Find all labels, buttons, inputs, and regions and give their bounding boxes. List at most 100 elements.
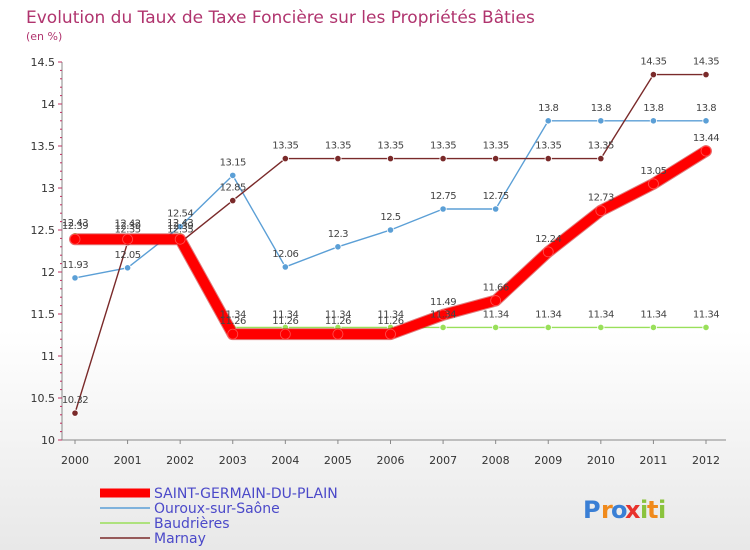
legend-label: Ouroux-sur-Saône xyxy=(154,501,280,517)
data-label: 14.35 xyxy=(640,57,666,68)
data-point xyxy=(649,323,658,332)
logo-letter: P xyxy=(583,496,601,524)
data-label: 11.93 xyxy=(62,260,88,271)
logo-letter: o xyxy=(611,496,628,524)
legend-label: SAINT-GERMAIN-DU-PLAIN xyxy=(154,486,338,502)
data-point xyxy=(332,328,344,340)
series-1 xyxy=(71,117,710,282)
data-label: 11.34 xyxy=(640,309,666,320)
data-point xyxy=(334,243,342,251)
data-label: 12.85 xyxy=(220,183,246,194)
data-label: 11.49 xyxy=(430,297,456,308)
chart-title: Evolution du Taux de Taxe Foncière sur l… xyxy=(26,8,535,28)
data-point xyxy=(544,323,552,332)
data-labels: 12.39 12.39 12.39 11.26 11.26 11.26 11.26 11.49… xyxy=(62,57,720,407)
data-point xyxy=(229,171,237,179)
x-tick-label: 2001 xyxy=(114,454,142,467)
data-point xyxy=(334,155,342,163)
data-label: 13.35 xyxy=(535,141,561,152)
data-label: 13.8 xyxy=(696,103,716,114)
y-tick-label: 14 xyxy=(41,98,55,111)
y-tick-label: 12.5 xyxy=(31,224,56,237)
data-label: 11.34 xyxy=(693,309,719,320)
data-label: 13.35 xyxy=(325,141,351,152)
x-tick-label: 2006 xyxy=(377,454,405,467)
data-label: 12.73 xyxy=(588,193,614,204)
data-label: 11.34 xyxy=(483,309,509,320)
data-point xyxy=(492,205,500,213)
data-point xyxy=(176,223,184,231)
data-point xyxy=(544,117,552,125)
x-tick-label: 2011 xyxy=(639,454,667,467)
data-point xyxy=(648,178,659,190)
data-point xyxy=(279,328,291,340)
x-tick-label: 2004 xyxy=(271,454,299,467)
y-tick-label: 11.5 xyxy=(31,308,56,321)
data-label: 10.32 xyxy=(62,395,88,406)
x-tick-label: 2002 xyxy=(166,454,194,467)
data-label: 12.54 xyxy=(167,209,193,220)
data-point xyxy=(544,155,552,163)
data-point xyxy=(123,264,132,272)
y-tick-label: 10.5 xyxy=(31,392,56,405)
data-label: 14.35 xyxy=(693,57,719,68)
y-tick-label: 13 xyxy=(41,182,55,195)
x-tick-label: 2009 xyxy=(534,454,562,467)
data-label: 13.8 xyxy=(538,103,558,114)
data-label: 12.75 xyxy=(430,191,456,202)
data-label: 11.26 xyxy=(272,316,298,327)
data-label: 11.26 xyxy=(220,316,246,327)
data-point xyxy=(700,145,712,157)
logo-letter: t xyxy=(647,496,658,524)
axes: 10 10.5 11 11.5 12 12.5 13 13.5 14 14.5 2000 2001 20… xyxy=(31,56,726,467)
x-tick-label: 2000 xyxy=(61,454,89,467)
data-label: 12.35 xyxy=(115,225,141,236)
x-tick-label: 2005 xyxy=(324,454,352,467)
data-label: 11.26 xyxy=(377,316,403,327)
data-point xyxy=(122,233,133,245)
data-label: 13.35 xyxy=(430,141,456,152)
legend-label: Marnay xyxy=(154,531,206,547)
data-point xyxy=(439,155,447,163)
series-layer xyxy=(69,71,712,417)
y-tick-label: 14.5 xyxy=(31,56,56,69)
data-point xyxy=(492,323,500,332)
data-label: 12.39 xyxy=(115,221,141,232)
legend-label: Baudrières xyxy=(154,516,230,532)
data-point xyxy=(649,71,658,79)
data-point xyxy=(439,205,447,213)
data-label: 11.34 xyxy=(430,309,456,320)
data-label: 13.15 xyxy=(220,157,246,168)
data-label: 12.05 xyxy=(115,250,141,261)
data-point xyxy=(649,117,658,125)
x-tick-label: 2007 xyxy=(429,454,457,467)
data-point xyxy=(229,197,237,205)
data-point xyxy=(174,233,186,245)
data-label: 11.34 xyxy=(220,309,246,320)
data-label: 12.5 xyxy=(380,212,400,223)
data-label: 11.34 xyxy=(325,309,351,320)
data-point xyxy=(69,233,81,245)
data-point xyxy=(702,71,710,79)
series-line xyxy=(70,146,711,340)
data-label: 13.35 xyxy=(483,141,509,152)
data-label: 13.35 xyxy=(588,141,614,152)
logo-letter: i xyxy=(640,496,648,524)
data-point xyxy=(595,205,607,217)
x-tick-label: 2003 xyxy=(219,454,247,467)
data-label: 13.8 xyxy=(591,103,611,114)
data-point xyxy=(227,328,239,340)
data-label: 12.43 xyxy=(167,218,193,229)
data-label: 13.35 xyxy=(272,141,298,152)
data-point xyxy=(597,323,605,332)
data-point xyxy=(437,309,449,321)
data-point xyxy=(542,246,554,258)
data-point xyxy=(439,323,447,332)
data-point xyxy=(597,155,605,163)
data-label: 13.44 xyxy=(693,133,719,144)
data-label: 12.39 xyxy=(62,221,88,232)
x-tick-label: 2008 xyxy=(482,454,510,467)
data-label: 13.35 xyxy=(377,141,403,152)
